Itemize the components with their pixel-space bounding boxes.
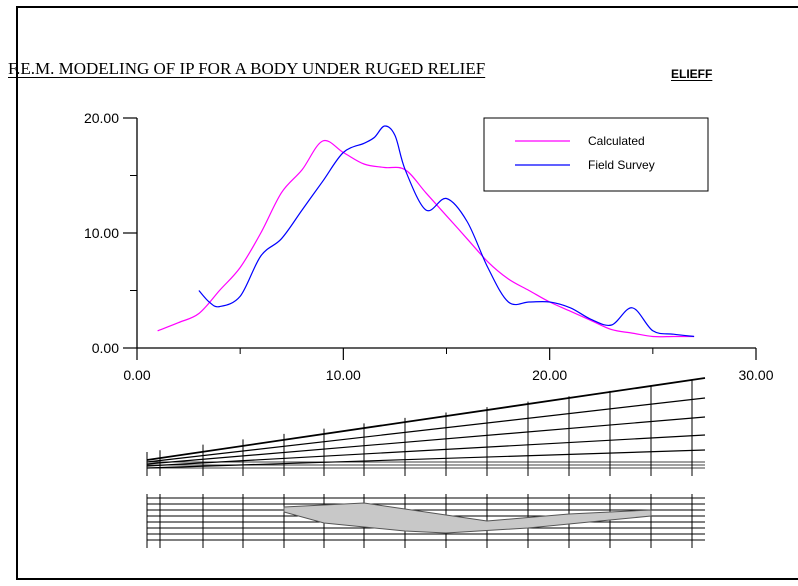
fem-mesh: [146, 377, 706, 548]
series-line-calculated: [157, 139, 695, 338]
chart-axes: 0.00 10.00 20.00 0.00 10.00 20.00 30.00: [84, 110, 774, 383]
x-tick-label: 20.00: [532, 367, 567, 383]
x-tick-label: 10.00: [326, 367, 361, 383]
y-tick-label: 20.00: [84, 110, 119, 126]
chart-subtitle: ELIEFF: [671, 67, 713, 81]
mesh-layer-line: [146, 434, 706, 467]
chart-series: [157, 125, 695, 338]
buried-body: [283, 502, 652, 534]
legend-label: Calculated: [588, 134, 645, 148]
y-tick-label: 0.00: [92, 340, 119, 356]
mesh-layer-line: [146, 397, 706, 463]
chart-legend: Calculated Field Survey: [483, 117, 709, 192]
figure-frame: [16, 6, 798, 580]
series-line-field-survey: [198, 125, 695, 338]
mesh-layer-line: [146, 416, 706, 465]
mesh-layer-line: [146, 377, 706, 461]
legend-box: [483, 117, 709, 192]
y-tick-label: 10.00: [84, 225, 119, 241]
x-tick-label: 0.00: [123, 367, 150, 383]
legend-label: Field Survey: [588, 158, 655, 172]
chart-title: F.E.M. MODELING OF IP FOR A BODY UNDER R…: [8, 59, 486, 78]
x-tick-label: 30.00: [738, 367, 773, 383]
